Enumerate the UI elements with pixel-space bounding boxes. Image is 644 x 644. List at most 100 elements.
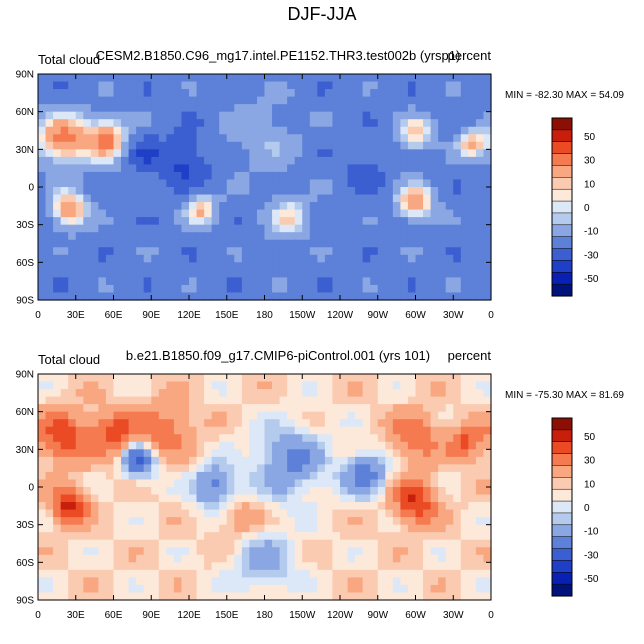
field-cell: [75, 141, 84, 150]
field-cell: [196, 547, 205, 556]
field-cell: [370, 441, 379, 450]
field-cell: [121, 277, 130, 286]
field-cell: [392, 224, 401, 233]
field-cell: [90, 194, 99, 203]
field-cell: [83, 592, 92, 601]
field-cell: [98, 269, 107, 278]
field-cell: [407, 547, 417, 556]
field-cell: [355, 502, 364, 511]
field-cell: [211, 141, 220, 150]
field-cell: [143, 592, 152, 601]
field-cell: [181, 487, 190, 496]
field-cell: [407, 584, 417, 594]
field-cell: [196, 262, 205, 271]
field-cell: [121, 554, 130, 563]
field-cell: [355, 292, 364, 301]
field-cell: [324, 217, 334, 226]
field-cell: [272, 374, 281, 383]
field-cell: [483, 239, 492, 248]
field-cell: [211, 389, 220, 398]
field-cell: [136, 577, 145, 586]
field-cell: [68, 396, 77, 405]
field-cell: [355, 471, 364, 481]
field-cell: [385, 194, 394, 203]
field-cell: [196, 247, 205, 256]
field-cell: [204, 284, 213, 294]
field-cell: [362, 156, 371, 165]
field-cell: [362, 254, 371, 263]
field-cell: [204, 396, 213, 405]
field-cell: [173, 547, 183, 556]
field-cell: [151, 104, 160, 113]
field-cell: [189, 284, 198, 294]
field-cell: [415, 532, 424, 541]
field-cell: [377, 284, 386, 294]
field-cell: [272, 434, 281, 443]
field-cell: [234, 554, 243, 563]
field-cell: [211, 232, 220, 241]
field-cell: [264, 187, 273, 196]
field-cell: [105, 532, 115, 541]
field-cell: [332, 569, 341, 578]
field-cell: [324, 171, 334, 181]
field-cell: [151, 187, 160, 196]
field-cell: [483, 277, 492, 286]
field-cell: [475, 456, 485, 465]
field-cell: [294, 141, 303, 150]
field-cell: [219, 156, 228, 165]
field-cell: [460, 254, 469, 263]
field-cell: [105, 456, 115, 465]
field-cell: [98, 554, 107, 563]
field-cell: [234, 239, 243, 248]
field-cell: [438, 517, 447, 526]
field-cell: [204, 419, 213, 428]
field-cell: [460, 517, 469, 526]
field-cell: [128, 232, 137, 241]
field-cell: [332, 502, 341, 511]
field-cell: [196, 119, 205, 128]
field-cell: [340, 81, 349, 90]
field-cell: [113, 202, 122, 211]
field-cell: [121, 577, 130, 586]
field-cell: [385, 104, 394, 113]
field-cell: [385, 434, 394, 443]
field-cell: [347, 277, 356, 286]
field-cell: [196, 584, 205, 594]
field-cell: [173, 502, 183, 511]
field-cell: [347, 171, 356, 181]
field-cell: [53, 562, 62, 571]
field-cell: [158, 404, 167, 413]
field-cell: [196, 411, 205, 420]
field-cell: [370, 374, 379, 383]
field-cell: [355, 171, 364, 181]
field-cell: [362, 441, 371, 450]
field-cell: [400, 202, 409, 211]
field-cell: [332, 232, 341, 241]
field-cell: [317, 111, 326, 120]
field-cell: [332, 584, 341, 594]
field-cell: [340, 119, 349, 128]
field-cell: [407, 509, 417, 518]
field-cell: [438, 217, 447, 226]
field-cell: [53, 426, 62, 435]
field-cell: [445, 471, 454, 481]
field-cell: [264, 217, 273, 226]
field-cell: [53, 292, 62, 301]
field-cell: [211, 411, 220, 420]
field-cell: [279, 194, 288, 203]
field-cell: [189, 441, 198, 450]
field-cell: [332, 464, 341, 473]
field-cell: [83, 426, 92, 435]
field-cell: [181, 524, 190, 533]
field-cell: [347, 532, 356, 541]
field-cell: [181, 284, 190, 294]
field-cell: [475, 569, 485, 578]
field-cell: [83, 164, 92, 173]
field-cell: [211, 456, 220, 465]
colorbar-swatch: [551, 488, 573, 502]
field-cell: [340, 74, 349, 83]
field-cell: [151, 239, 160, 248]
field-cell: [430, 156, 439, 165]
field-cell: [128, 426, 137, 435]
field-cell: [377, 89, 386, 98]
